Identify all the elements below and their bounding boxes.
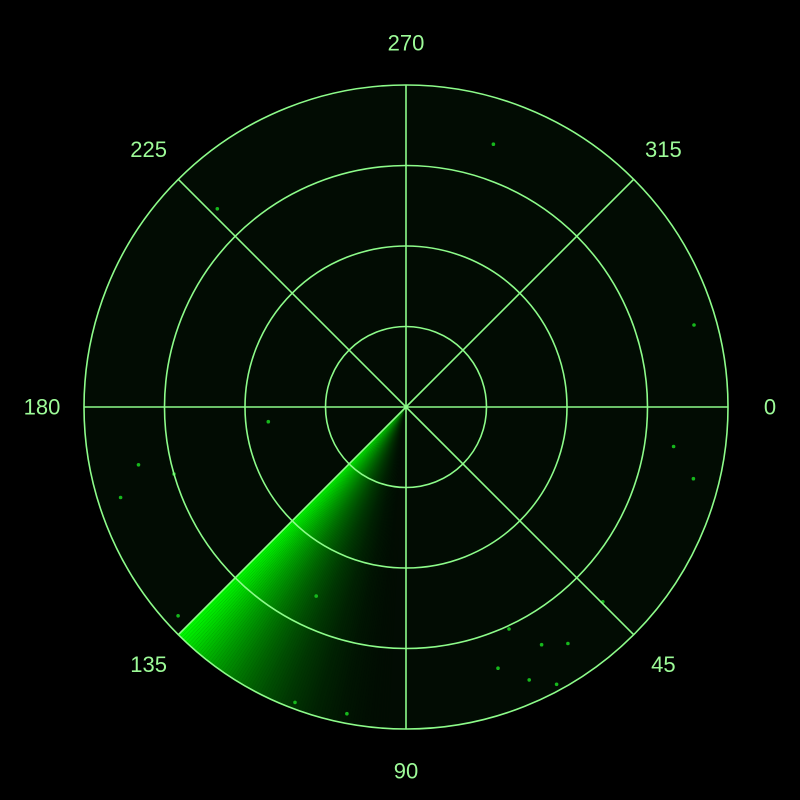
radar-blip bbox=[491, 142, 496, 146]
sweep-segment bbox=[224, 407, 406, 678]
sweep-segment bbox=[222, 407, 406, 676]
radar-blip bbox=[314, 594, 319, 598]
sweep-segment bbox=[193, 407, 406, 654]
sweep-segment bbox=[191, 407, 406, 652]
radar-blip bbox=[496, 666, 500, 670]
radar-blip bbox=[671, 444, 676, 449]
radar-blip bbox=[176, 614, 180, 618]
angle-label-225: 225 bbox=[130, 137, 167, 162]
radar-blip bbox=[266, 419, 271, 424]
sweep-segment bbox=[234, 407, 406, 684]
sweep-segment bbox=[182, 407, 406, 644]
sweep-segment bbox=[213, 407, 406, 670]
sweep-segment bbox=[211, 407, 406, 668]
sweep-segment bbox=[217, 407, 406, 673]
radar-blip bbox=[691, 476, 696, 481]
radar-blip bbox=[539, 642, 544, 647]
radar-blip bbox=[345, 711, 349, 716]
angle-label-180: 180 bbox=[24, 395, 61, 420]
sweep-segment bbox=[189, 407, 406, 650]
radar-range-ring bbox=[163, 164, 649, 650]
sweep-segment bbox=[180, 407, 406, 643]
angle-label-45: 45 bbox=[651, 652, 675, 677]
radar-blip bbox=[293, 700, 297, 705]
radar-outer-ring bbox=[83, 84, 729, 730]
sweep-segment bbox=[199, 407, 406, 659]
blip-layer bbox=[118, 142, 696, 716]
radar-grid bbox=[83, 84, 729, 730]
sweep-segment bbox=[229, 407, 406, 681]
radar-blip bbox=[215, 207, 220, 211]
sweep-segment bbox=[185, 407, 406, 646]
angle-labels: 0 45 90 135 180 225 270 315 bbox=[24, 31, 776, 784]
radar-blip bbox=[507, 627, 511, 631]
sweep-segment bbox=[202, 407, 406, 661]
sweep-segment bbox=[241, 407, 406, 688]
sweep-segment bbox=[236, 407, 406, 685]
angle-label-315: 315 bbox=[645, 137, 682, 162]
sweep-segment bbox=[227, 407, 406, 679]
sweep-segment bbox=[206, 407, 406, 665]
sweep-segment bbox=[215, 407, 406, 671]
radar-blip bbox=[527, 678, 531, 682]
radar-blip bbox=[566, 641, 570, 646]
sweep-segment bbox=[197, 407, 406, 658]
sweep-segment bbox=[204, 407, 406, 663]
radar-range-ring bbox=[324, 325, 488, 489]
angle-label-135: 135 bbox=[130, 652, 167, 677]
sweep-segment bbox=[231, 407, 406, 682]
angle-label-90: 90 bbox=[394, 759, 418, 784]
angle-label-0: 0 bbox=[764, 395, 776, 420]
radar-range-ring bbox=[244, 245, 568, 569]
sweep-segment bbox=[244, 407, 406, 689]
angle-label-270: 270 bbox=[388, 31, 425, 56]
sweep-segment bbox=[195, 407, 406, 656]
radar-blip bbox=[692, 323, 696, 327]
sweep-segment bbox=[220, 407, 406, 675]
sweep-segment bbox=[178, 407, 406, 641]
radar-blip bbox=[554, 682, 559, 687]
sweep-segment bbox=[246, 407, 406, 691]
radar-blip bbox=[118, 495, 123, 500]
radar-blip bbox=[136, 463, 141, 467]
sweep-segment bbox=[187, 407, 406, 648]
sweep-segment bbox=[239, 407, 406, 687]
sweep-segment bbox=[208, 407, 406, 666]
